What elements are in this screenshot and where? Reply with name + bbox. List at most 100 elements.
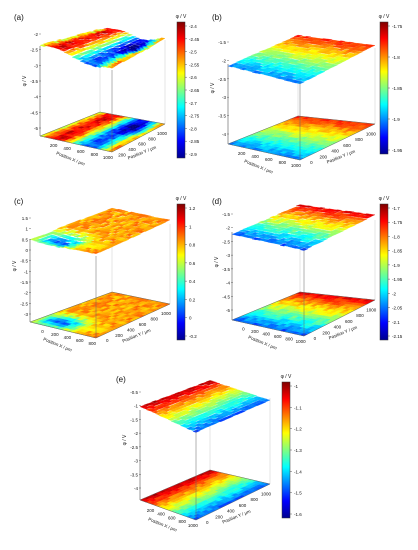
surface-cell: [105, 38, 114, 42]
z-tick-label: -4: [226, 281, 230, 286]
colorbar-title: φ / V: [176, 14, 187, 20]
x-tick-label: 1000: [291, 163, 302, 168]
z-tick-label: -4: [134, 486, 138, 491]
z-tick-label: -2: [226, 226, 230, 231]
y-tick-label: 200: [115, 333, 123, 338]
surface-cell: [98, 38, 107, 41]
colorbar-tick-label: -2.65: [189, 88, 200, 93]
z-tick-label: -1.5: [20, 280, 28, 285]
colorbar-tick-label: -2.5: [189, 50, 197, 55]
surface-cell: [116, 209, 126, 213]
z-tick-label: -3.5: [218, 114, 226, 119]
surface-cell: [142, 215, 152, 218]
surface-cell: [59, 48, 68, 52]
surface-cell: [349, 53, 359, 57]
x-tick-label: 800: [285, 337, 293, 342]
x-tick-label: 200: [238, 151, 246, 156]
colorbar: [379, 203, 389, 341]
x-tick-label: 0: [242, 327, 245, 332]
z-tick-label: -3: [34, 63, 38, 68]
surface-cell: [78, 228, 88, 232]
surface-cell: [332, 61, 343, 65]
surface-cell: [88, 55, 97, 59]
surface-cell: [77, 232, 87, 235]
y-tick-label: 400: [334, 325, 342, 330]
surface-cell: [328, 60, 339, 64]
z-tick-label: -4: [222, 132, 226, 137]
x-tick-label: 400: [64, 335, 72, 340]
surface-cell: [119, 210, 129, 214]
surface-cell: [308, 74, 318, 78]
colorbar-title: φ / V: [379, 14, 390, 20]
y-tick-label: 0: [314, 336, 317, 341]
surface-cell: [86, 46, 95, 49]
y-tick-label: 200: [215, 514, 223, 519]
surface-cell: [105, 226, 115, 230]
z-tick-label: -2: [134, 431, 138, 436]
surface-cell: [54, 233, 64, 236]
colorbar-tick-label: -1.9: [392, 117, 400, 122]
surface-cell: [263, 61, 273, 65]
colorbar-tick-label: -1.5: [294, 491, 302, 496]
surface-cell: [145, 216, 155, 219]
projected-heatmap: [231, 291, 376, 337]
y-tick-label: 1000: [161, 311, 172, 316]
x-tick-label: 200: [50, 143, 58, 148]
surface-cell: [158, 221, 167, 225]
colorbar-tick-label: -1.3: [294, 448, 302, 453]
colorbar-tick-label: 1.2: [189, 206, 196, 211]
z-axis-label: φ / V: [22, 75, 28, 86]
colorbar-tick-label: -2.05: [392, 306, 403, 311]
y-tick-label: 600: [345, 319, 353, 324]
surface-cell: [87, 49, 96, 53]
z-tick-label: -1.5: [222, 212, 230, 217]
colorbar-tick-label: -2.75: [189, 114, 200, 119]
y-tick-label: 800: [250, 497, 258, 502]
colorbar-tick-label: -1.6: [294, 512, 302, 517]
y-tick-label: 1000: [366, 307, 377, 312]
z-tick-label: -2.5: [222, 239, 230, 244]
surface-cell: [91, 37, 100, 41]
colorbar-tick-label: -1.9: [392, 263, 400, 268]
surface-cell: [111, 49, 120, 53]
colorbar: [176, 203, 186, 341]
z-tick-label: -3: [134, 459, 138, 464]
surface-cell: [73, 50, 82, 54]
colorbar-tick-label: -2.9: [189, 152, 197, 157]
colorbar-tick-label: -1.1: [294, 405, 302, 410]
y-tick-label: 0: [310, 160, 313, 165]
panel-e: (e)-0.5-1-1.5-2-2.5-3-3.5-4φ / V20040060…: [116, 374, 302, 533]
y-tick-label: 400: [227, 509, 235, 514]
colorbar-tick-label: -2.85: [189, 139, 200, 144]
surface-cell: [341, 57, 351, 61]
colorbar-tick-label: -2: [392, 291, 396, 296]
x-tick-label: 400: [263, 332, 271, 337]
colorbar-tick-label: 0.4: [189, 279, 196, 284]
surface-cell: [145, 227, 155, 230]
surface-cell: [108, 211, 118, 214]
surface-cell: [123, 219, 132, 223]
colorbar-tick-label: -2.8: [189, 126, 197, 131]
z-tick-label: -3.5: [222, 267, 230, 272]
colorbar-tick-label: -1.95: [392, 148, 403, 153]
surface-cell: [303, 76, 313, 80]
colorbar-tick-label: -1: [294, 384, 298, 389]
z-tick-label: 0.5: [22, 237, 29, 242]
surface-cell: [291, 51, 301, 54]
colorbar-tick-label: 0: [189, 316, 192, 321]
surface-cell: [106, 45, 115, 48]
y-tick-label: 1000: [366, 131, 377, 136]
surface-cell: [122, 36, 130, 39]
panel-letter: (c): [14, 197, 24, 206]
y-tick-label: 400: [331, 149, 339, 154]
x-tick-label: 600: [274, 334, 282, 339]
colorbar-tick-label: 0.6: [189, 261, 196, 266]
y-tick-label: 1000: [261, 491, 272, 496]
z-tick-label: -3: [226, 253, 230, 258]
x-tick-label: 200: [251, 329, 259, 334]
surface-cell: [104, 33, 113, 36]
z-tick-label: -3.5: [130, 472, 138, 477]
surface-cell: [122, 32, 129, 35]
surface-3d: [231, 204, 376, 251]
z-axis-label: φ / V: [12, 260, 18, 271]
